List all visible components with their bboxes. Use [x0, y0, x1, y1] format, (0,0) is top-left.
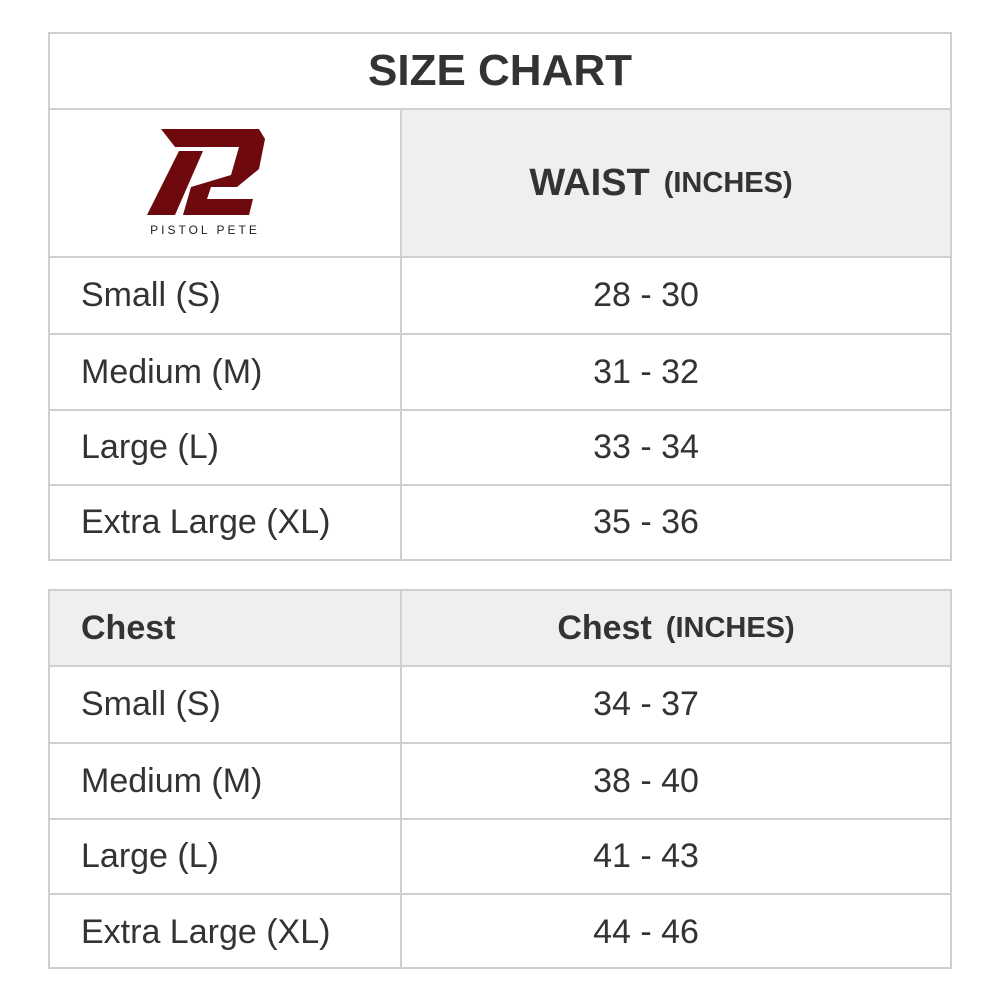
table-row: Small (S) 28 - 30: [50, 256, 950, 333]
waist-size-table: SIZE CHART PISTOL PETE WAIST (INCHES) Sm…: [48, 32, 952, 561]
size-label: Large (L): [81, 837, 219, 875]
table-row: Small (S) 34 - 37: [50, 665, 950, 742]
chest-header-label: Chest: [557, 608, 652, 647]
size-chart-title: SIZE CHART: [368, 46, 632, 95]
size-label: Small (S): [81, 276, 221, 314]
table-row: Medium (M) 31 - 32: [50, 333, 950, 409]
table-row: Extra Large (XL) 35 - 36: [50, 484, 950, 559]
size-label: Large (L): [81, 428, 219, 466]
table-row: Large (L) 33 - 34: [50, 409, 950, 484]
size-label: Small (S): [81, 685, 221, 723]
size-label: Medium (M): [81, 761, 263, 800]
table-row: Extra Large (XL) 44 - 46: [50, 893, 950, 969]
waist-header-unit: (INCHES): [663, 166, 793, 199]
chest-size-table: Chest Chest (INCHES) Small (S) 34 - 37 Me…: [48, 589, 952, 969]
size-value: 33 - 34: [400, 411, 950, 484]
chest-column-label: Chest: [50, 591, 400, 665]
size-label: Extra Large (XL): [81, 912, 331, 951]
size-label: Medium (M): [81, 352, 263, 391]
chest-header-row: Chest Chest (INCHES): [50, 591, 950, 665]
table-row: Large (L) 41 - 43: [50, 818, 950, 893]
table-row: Medium (M) 38 - 40: [50, 742, 950, 818]
chest-header: Chest (INCHES): [400, 591, 950, 665]
size-value: 28 - 30: [400, 258, 950, 333]
waist-header-label: WAIST: [529, 161, 650, 204]
size-value: 34 - 37: [400, 667, 950, 742]
size-value: 31 - 32: [400, 335, 950, 409]
waist-header-row: PISTOL PETE WAIST (INCHES): [50, 108, 950, 256]
size-label: Extra Large (XL): [81, 503, 331, 541]
size-value: 35 - 36: [400, 486, 950, 559]
pistol-pete-logo-icon: [147, 129, 265, 215]
size-value: 44 - 46: [400, 895, 950, 969]
logo-text: PISTOL PETE: [150, 223, 260, 237]
waist-header: WAIST (INCHES): [400, 110, 950, 256]
size-value: 38 - 40: [400, 744, 950, 818]
chest-header-unit: (INCHES): [665, 611, 795, 644]
logo: PISTOL PETE: [50, 110, 400, 256]
size-value: 41 - 43: [400, 820, 950, 893]
